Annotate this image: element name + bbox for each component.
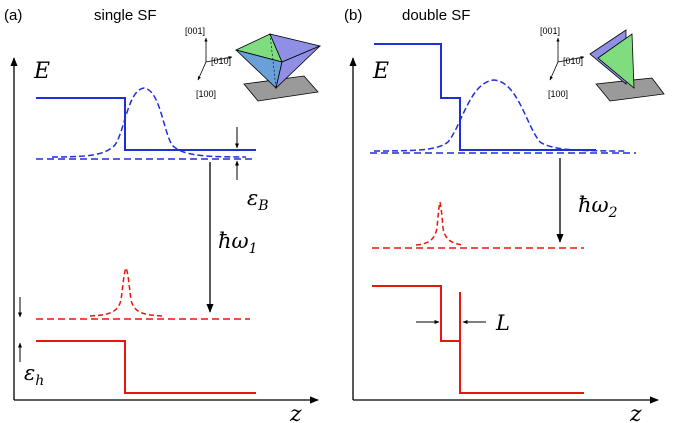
hole-wavefunction xyxy=(89,266,163,317)
eps-b-label: εB xyxy=(247,186,269,214)
hw1-label: ħω1 xyxy=(218,229,258,257)
width-label: L xyxy=(495,311,510,335)
axis-label-z: z xyxy=(629,402,642,423)
orientation-axes: [001] [010] [100] xyxy=(540,26,585,99)
hw2-label: ħω2 xyxy=(578,193,618,221)
panel-a-tag: (a) xyxy=(4,7,22,24)
dir-100-label: [100] xyxy=(196,89,216,99)
electron-wavefunction xyxy=(51,87,247,158)
panel-b: (b) double SF E z [001] [010] [100] ħω2 xyxy=(344,7,665,423)
panel-a-title: single SF xyxy=(94,7,157,24)
conduction-band-edge xyxy=(374,43,596,151)
dir-010-label: [010] xyxy=(563,56,583,66)
panel-a: (a) single SF E z [001] [010] [100] xyxy=(4,7,322,423)
dir-001-label: [001] xyxy=(185,26,205,36)
panel-b-title: double SF xyxy=(402,7,470,24)
panel-b-tag: (b) xyxy=(344,7,362,24)
axis-label-e: E xyxy=(372,59,389,84)
dir-010-label: [010] xyxy=(211,56,231,66)
dir-001-label: [001] xyxy=(540,26,560,36)
stacking-fault-pyramid-icon xyxy=(234,33,322,102)
conduction-band-edge xyxy=(36,97,256,151)
valence-band-edge xyxy=(36,340,256,394)
hole-wavefunction xyxy=(415,201,465,246)
electron-wavefunction xyxy=(373,79,627,152)
axis-label-z: z xyxy=(289,402,302,423)
eps-h-label: εh xyxy=(24,361,44,389)
valence-band-edge-well xyxy=(372,285,461,342)
valence-band-edge-tail xyxy=(459,341,584,394)
double-stacking-fault-icon xyxy=(589,29,665,102)
axis-label-e: E xyxy=(33,59,50,84)
orientation-axes: [001] [010] [100] xyxy=(185,26,233,99)
dir-100-label: [100] xyxy=(548,89,568,99)
